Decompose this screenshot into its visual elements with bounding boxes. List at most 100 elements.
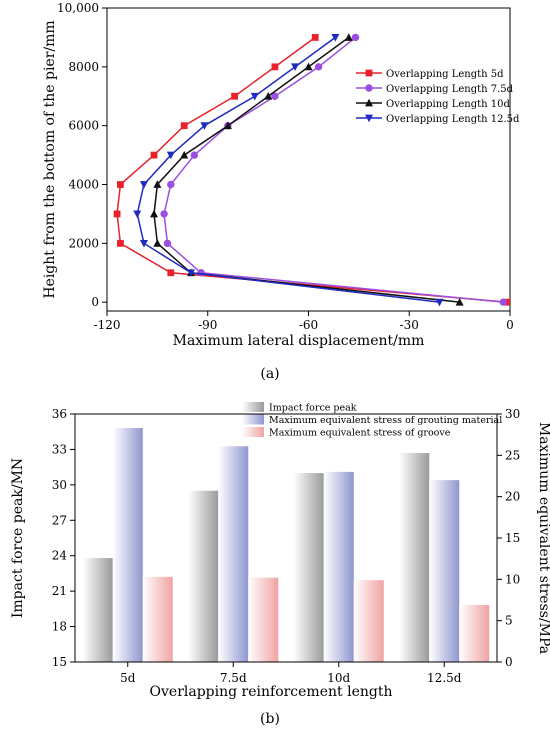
bar-1 [323, 471, 354, 662]
legend-label: Impact force peak [269, 403, 357, 414]
data-point [139, 239, 148, 248]
y-right-tick-label: 20 [505, 490, 520, 504]
data-point [435, 298, 444, 307]
data-point [150, 151, 158, 159]
bar-0 [82, 558, 113, 662]
y-tick-label: 24 [52, 549, 68, 563]
data-point [133, 210, 142, 219]
x-tick-label: -60 [299, 318, 318, 332]
y-tick-label: 18 [52, 620, 67, 634]
data-point [331, 34, 340, 42]
y-axis-label: Height from the bottom of the pier/mm [42, 20, 58, 298]
legend-label: Overlapping Length 5d [386, 69, 504, 80]
bar-2 [353, 580, 384, 662]
legend-entry: Maximum equivalent stress of grouting ma… [242, 414, 502, 426]
data-point [139, 181, 148, 189]
data-point [117, 181, 124, 188]
legend-label: Maximum equivalent stress of grouting ma… [269, 415, 502, 426]
y-tick-label: 21 [52, 584, 67, 598]
bar-2 [142, 576, 173, 662]
legend-label: Overlapping Length 7.5d [386, 84, 514, 95]
bar-0 [188, 490, 219, 662]
y-tick-label: 6000 [68, 119, 99, 133]
x-tick-label: 5d [120, 671, 136, 685]
legend-marker [365, 69, 373, 77]
data-point [223, 121, 232, 130]
legend-entry: Overlapping Length 5d [356, 69, 504, 80]
x-axis-label: Overlapping reinforcement length [150, 684, 393, 700]
x-tick-label: -120 [94, 318, 121, 332]
data-point [304, 62, 313, 71]
series-line [136, 36, 440, 303]
y-tick-label: 10,000 [57, 1, 99, 15]
bar-2 [459, 604, 490, 662]
legend-entry: Overlapping Length 12.5d [356, 114, 520, 125]
data-point [117, 239, 124, 247]
y-right-tick-label: 5 [505, 614, 513, 628]
caption-b: (b) [260, 711, 280, 727]
legend-swatch [242, 427, 264, 437]
data-point [167, 269, 175, 277]
legend-label: Overlapping Length 12.5d [386, 114, 520, 125]
displacement-line-chart: -120 -90 -60 -30 0 0 2000 4000 6000 8000 10,000 Max… [42, 1, 520, 382]
data-point [351, 33, 360, 42]
data-point [166, 151, 175, 160]
y-tick-label: 0 [91, 295, 99, 309]
x-axis-label: Maximum lateral displacement/mm [173, 333, 425, 349]
data-point [499, 298, 507, 306]
x-tick-label: 0 [506, 318, 514, 332]
data-point [150, 209, 159, 218]
bar-1 [429, 480, 460, 662]
legend-label: Overlapping Length 10d [386, 99, 510, 110]
data-point [113, 210, 121, 218]
series-line [163, 36, 504, 303]
y-tick-label: 36 [52, 407, 67, 421]
y-tick-label: 8000 [68, 60, 99, 74]
data-point [271, 63, 279, 71]
data-point [153, 180, 162, 188]
y-right-tick-label: 0 [505, 655, 513, 669]
x-tick-label: 12.5d [427, 671, 462, 685]
data-point [153, 239, 162, 247]
bar-1 [112, 428, 143, 662]
legend-entry: Overlapping Length 7.5d [356, 84, 514, 95]
data-point [180, 122, 188, 130]
x-tick-label: -30 [400, 318, 419, 332]
data-point [231, 92, 239, 100]
legend-marker [365, 98, 373, 107]
legend-marker [365, 84, 373, 92]
bar-2 [248, 577, 279, 662]
legend-label: Maximum equivalent stress of groove [269, 428, 451, 439]
data-point [167, 180, 175, 189]
data-point [163, 239, 172, 248]
data-point [160, 210, 168, 218]
data-point [250, 92, 259, 101]
y-tick-label: 4000 [68, 178, 99, 192]
y-right-tick-label: 25 [505, 448, 520, 462]
legend-entry: Overlapping Length 10d [356, 98, 510, 110]
bar-1 [218, 446, 249, 662]
y-tick-label: 33 [52, 442, 67, 456]
y-right-tick-label: 30 [505, 407, 520, 421]
data-point [180, 150, 189, 159]
y-axis-label: Impact force peak/MN [10, 458, 26, 618]
data-point [190, 151, 199, 159]
data-point [264, 92, 273, 100]
y-right-tick-label: 10 [505, 572, 520, 586]
legend-swatch [242, 402, 264, 412]
data-point [311, 34, 319, 41]
y-tick-label: 15 [52, 655, 67, 669]
legend-swatch [242, 414, 264, 425]
series-line [153, 36, 460, 303]
series-line [116, 36, 507, 303]
data-point [200, 122, 209, 130]
data-point [344, 33, 353, 41]
series-3 [133, 34, 444, 307]
y-right-tick-label: 15 [505, 531, 520, 545]
data-point [291, 63, 300, 72]
bar-0 [293, 473, 324, 662]
data-point [455, 297, 464, 306]
caption-a: (a) [260, 366, 279, 382]
data-point [314, 63, 323, 71]
y-tick-label: 2000 [68, 236, 99, 250]
